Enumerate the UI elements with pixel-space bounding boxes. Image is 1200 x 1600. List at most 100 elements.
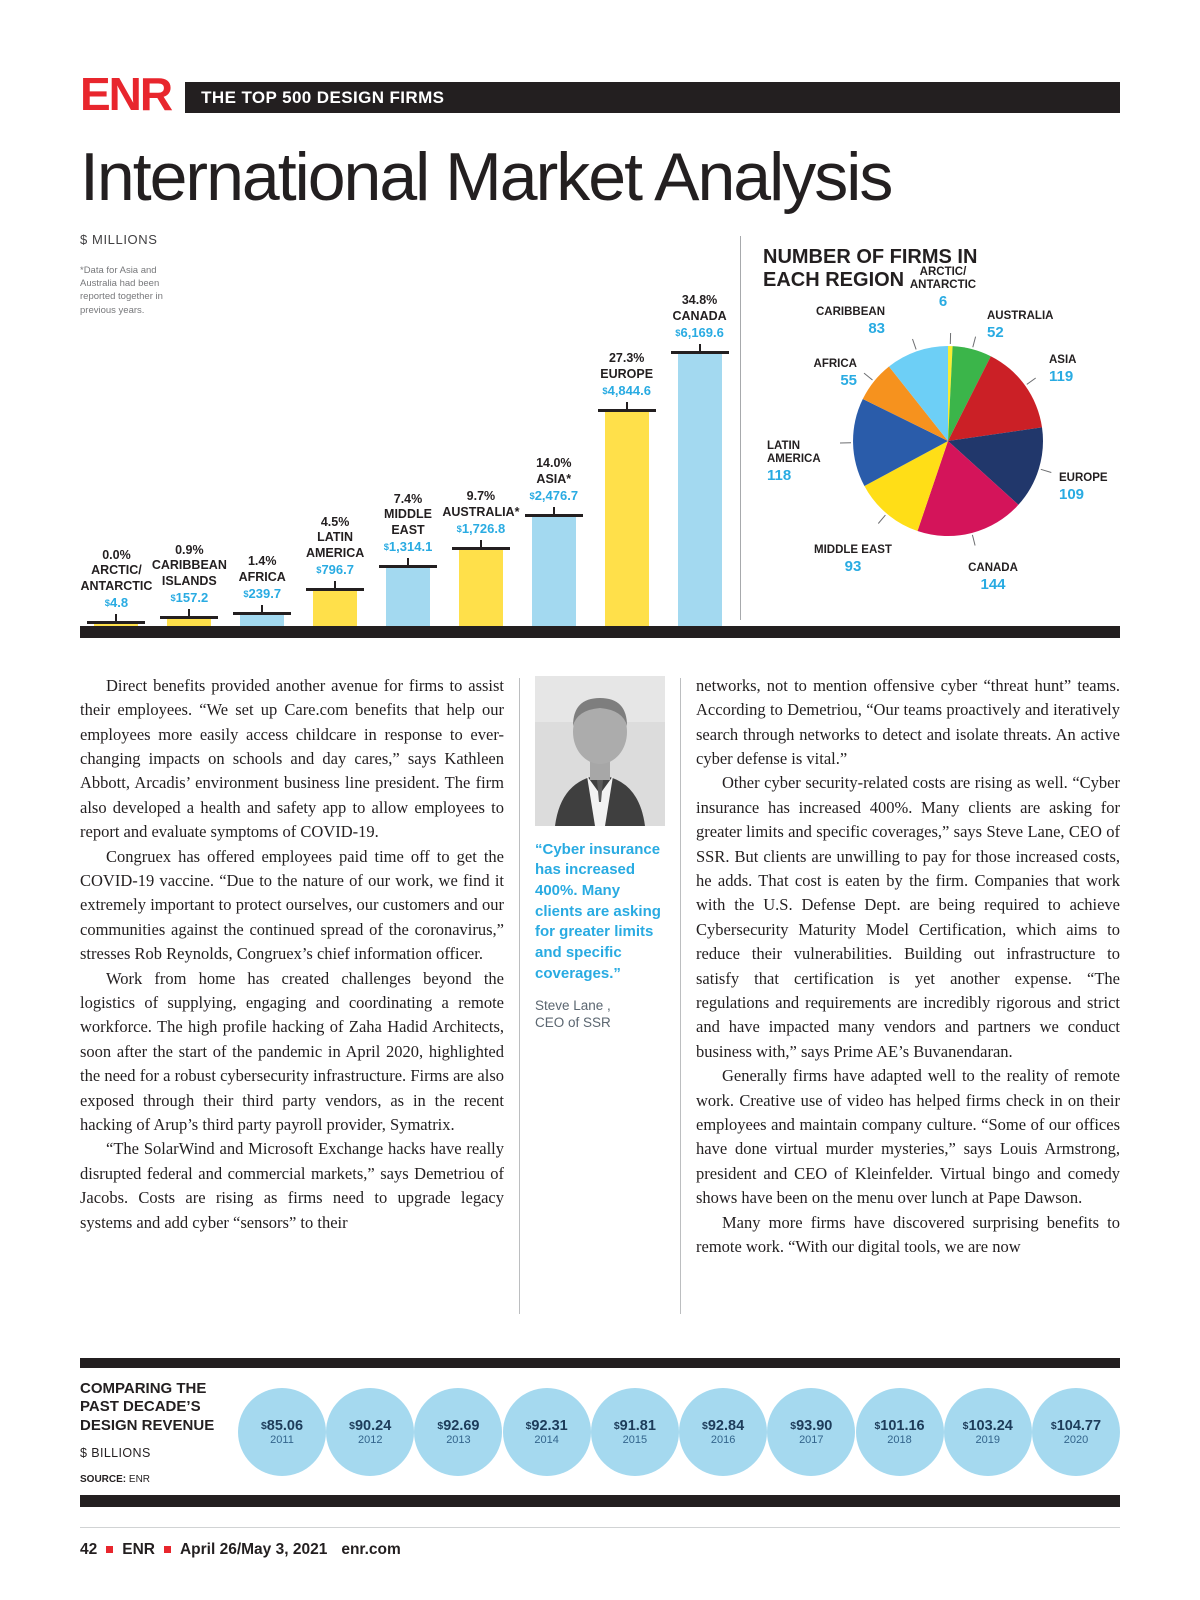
decade-source: SOURCE: ENR <box>80 1474 238 1485</box>
bar-middle-east <box>386 567 430 626</box>
masthead: ENR THE TOP 500 DESIGN FIRMS <box>80 71 1120 117</box>
bar-tick <box>552 506 555 514</box>
bar-percent-label: 34.8% <box>681 293 718 308</box>
pie-region-name: MIDDLE EAST <box>814 543 892 556</box>
pie-region-count: 52 <box>987 323 1004 341</box>
pie-region-count: 144 <box>980 575 1006 593</box>
pie-slice-asia <box>948 355 1042 441</box>
bar-column-europe: 27.3% EUROPE $4,844.6 <box>590 351 663 626</box>
pie-region-name: EUROPE <box>1059 471 1108 484</box>
bar-value-label: $1,726.8 <box>456 520 506 536</box>
pie-region-count: 83 <box>868 319 885 337</box>
bar-value-label: $157.2 <box>170 589 209 605</box>
revenue-circle-2017: $93.90 2017 <box>767 1388 856 1477</box>
decade-body: COMPARING THE PAST DECADE’S DESIGN REVEN… <box>80 1368 1120 1495</box>
bar-percent-label: 14.0% <box>536 456 572 471</box>
page-footer: 42 ENR April 26/May 3, 2021 enr.com <box>80 1541 1120 1559</box>
bar-tick <box>625 401 628 409</box>
revenue-year: 2019 <box>975 1434 1000 1447</box>
bar-value-label: $4,844.6 <box>602 382 651 398</box>
revenue-value: $90.24 <box>349 1418 392 1435</box>
revenue-circle-2014: $92.31 2014 <box>502 1388 591 1477</box>
bar-canada <box>677 353 722 626</box>
bar-chart-units-label: $ MILLIONS <box>80 231 158 247</box>
pie-label-africa: AFRICA 55 <box>783 358 857 389</box>
revenue-circle-2018: $101.16 2018 <box>855 1388 944 1477</box>
revenue-circle-2016: $92.84 2016 <box>679 1388 768 1477</box>
pie-label-caribbean: CARIBBEAN 83 <box>793 306 885 337</box>
revenue-year: 2011 <box>270 1434 294 1447</box>
bar-percent-label: 1.4% <box>247 554 277 569</box>
pie-slice-australia <box>948 345 991 441</box>
bar-label: 34.8% CANADA $6,169.6 <box>672 293 726 340</box>
steve-lane-photo <box>535 675 665 826</box>
bar-cap <box>670 350 729 354</box>
article-paragraph: Work from home has created challenges be… <box>80 968 504 1135</box>
revenue-value: $92.84 <box>702 1418 745 1435</box>
chart-baseline-rule <box>80 625 1120 638</box>
pie-slice-africa <box>862 366 948 441</box>
revenue-year: 2014 <box>534 1434 559 1447</box>
footer-publication: ENR <box>122 1540 155 1558</box>
pie-label-asia: ASIA 119 <box>1049 354 1113 385</box>
pie-leader-line <box>912 338 917 350</box>
article-paragraph: Congruex has offered employees paid time… <box>80 846 504 964</box>
pie-leader-line <box>877 514 886 524</box>
bar-value-label: $239.7 <box>243 585 282 601</box>
bar-cap <box>524 513 583 517</box>
bar-percent-label: 0.0% <box>102 548 131 563</box>
bar-region-label: CANADA <box>672 308 727 323</box>
bar-column-australia: 9.7% AUSTRALIA* $1,726.8 <box>442 489 519 626</box>
pie-slice-europe <box>948 427 1043 505</box>
bar-value-label: $796.7 <box>316 561 354 577</box>
article-paragraph: Other cyber security-related costs are r… <box>696 773 1120 1061</box>
page-title: International Market Analysis <box>80 138 893 215</box>
bar-label: 9.7% AUSTRALIA* $1,726.8 <box>442 489 519 536</box>
bar-label: 27.3% EUROPE $4,844.6 <box>600 351 653 398</box>
chart-divider <box>740 235 741 620</box>
bar-tick <box>407 557 409 565</box>
decade-revenue-section: COMPARING THE PAST DECADE’S DESIGN REVEN… <box>80 1357 1120 1507</box>
bar-chart-bars: 0.0% ARCTIC/ ANTARCTIC $4.8 0.9% CARIBBEAN I… <box>80 230 736 626</box>
revenue-year: 2020 <box>1063 1434 1089 1447</box>
revenue-circle-2012: $90.24 2012 <box>326 1388 415 1477</box>
bar-tick <box>115 613 118 621</box>
pie-region-name: CANADA <box>968 561 1018 574</box>
revenue-year: 2016 <box>710 1434 736 1447</box>
bar-region-label: LATIN AMERICA <box>305 530 365 560</box>
bar-region-label: AUSTRALIA* <box>442 504 520 519</box>
pie-leader-line <box>1026 377 1036 385</box>
revenue-value: $103.24 <box>962 1418 1013 1435</box>
revenue-circle-2013: $92.69 2013 <box>414 1388 503 1477</box>
article-paragraph: networks, not to mention offensive cyber… <box>696 675 1120 768</box>
pie-label-australia: AUSTRALIA 52 <box>987 310 1079 341</box>
pie-svg <box>839 332 1052 546</box>
section-banner: THE TOP 500 DESIGN FIRMS <box>185 81 1120 113</box>
article-paragraph: “The SolarWind and Microsoft Exchange ha… <box>80 1139 504 1232</box>
pie-label-canada: CANADA 144 <box>951 562 1035 593</box>
pie-region-name: AUSTRALIA <box>987 309 1054 322</box>
bar-percent-label: 4.5% <box>320 515 350 530</box>
bar-label: 0.0% ARCTIC/ ANTARCTIC $4.8 <box>80 548 152 611</box>
bar-tick <box>698 343 701 351</box>
revenue-year: 2018 <box>887 1434 912 1447</box>
pie-region-count: 109 <box>1059 485 1085 503</box>
revenue-value: $85.06 <box>260 1418 304 1435</box>
revenue-circle-2019: $103.24 2019 <box>943 1388 1032 1477</box>
pie-region-count: 93 <box>844 557 862 575</box>
bar-value-label: $2,476.7 <box>529 487 579 503</box>
revenue-year: 2015 <box>622 1434 648 1447</box>
revenue-value: $92.31 <box>525 1418 568 1435</box>
pie-region-name: ASIA <box>1049 353 1077 366</box>
revenue-year: 2012 <box>357 1434 383 1447</box>
pie-labels: ARCTIC/ ANTARCTIC 6 AUSTRALIA 52 ASIA 119 EURO… <box>763 266 1113 626</box>
article-section: Direct benefits provided another avenue … <box>80 674 1120 1314</box>
pie-region-count: 118 <box>767 467 792 485</box>
bar-europe <box>604 411 649 626</box>
bar-percent-label: 27.3% <box>608 351 645 366</box>
revenue-value: $91.81 <box>613 1418 656 1435</box>
revenue-year: 2013 <box>446 1434 471 1447</box>
pie-label-middle-east: MIDDLE EAST 93 <box>801 544 905 575</box>
red-square-icon <box>106 1546 114 1554</box>
